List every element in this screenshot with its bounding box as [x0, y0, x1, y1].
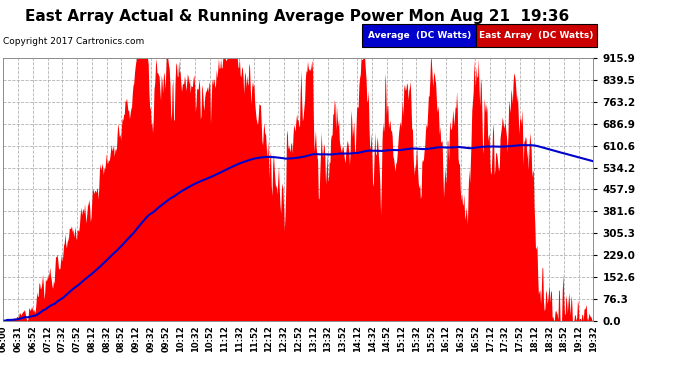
Text: East Array  (DC Watts): East Array (DC Watts): [480, 31, 593, 40]
Text: East Array Actual & Running Average Power Mon Aug 21  19:36: East Array Actual & Running Average Powe…: [25, 9, 569, 24]
Text: Average  (DC Watts): Average (DC Watts): [368, 31, 471, 40]
Text: Copyright 2017 Cartronics.com: Copyright 2017 Cartronics.com: [3, 38, 145, 46]
